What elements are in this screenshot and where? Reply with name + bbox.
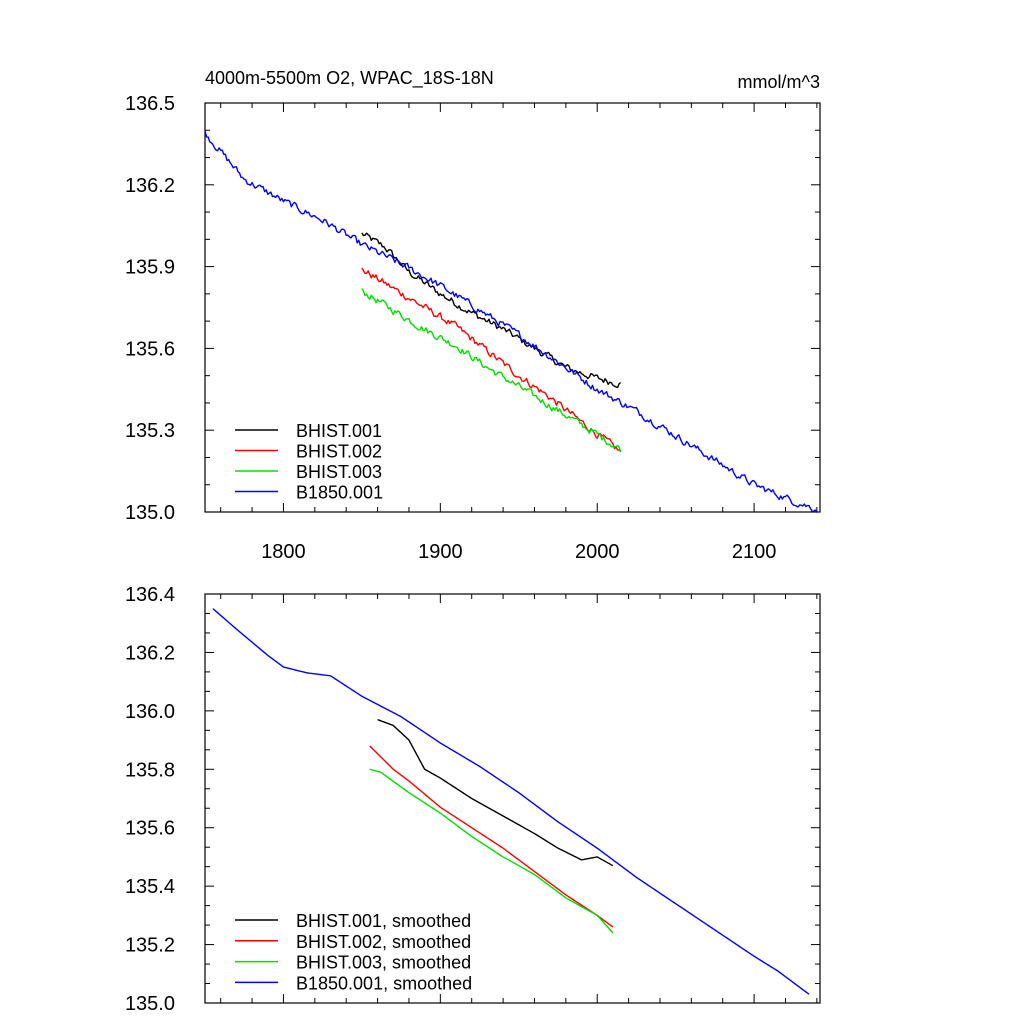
- y-tick-label: 135.2: [125, 935, 175, 957]
- panel-1-x-tick-labels: 1800 1900 2000 2100: [261, 541, 776, 563]
- series-line-b1850-001-smoothed: [212, 608, 810, 995]
- legend-label: BHIST.003: [296, 462, 382, 482]
- series-line-bhist-002-smoothed: [369, 745, 614, 928]
- x-tick-label: 1800: [261, 541, 306, 563]
- series-line-bhist-002: [361, 267, 622, 453]
- x-tick-label: 2100: [732, 541, 777, 563]
- series-line-bhist-001-smoothed: [377, 718, 614, 867]
- y-tick-label: 135.3: [125, 420, 175, 442]
- y-tick-label: 135.0: [125, 993, 175, 1015]
- series-line-bhist-003-smoothed: [369, 768, 614, 934]
- legend-label: BHIST.001, smoothed: [296, 911, 471, 931]
- y-tick-label: 135.0: [125, 502, 175, 524]
- panel-1-plot-frame: [204, 102, 821, 513]
- legend-label: BHIST.003, smoothed: [296, 953, 471, 973]
- y-tick-label: 135.8: [125, 759, 175, 781]
- y-tick-label: 136.0: [125, 701, 175, 723]
- x-tick-label: 2000: [575, 541, 620, 563]
- x-tick-label: 1900: [418, 541, 463, 563]
- y-tick-label: 136.2: [125, 642, 175, 664]
- panel-1-axis-ticks: [205, 102, 820, 513]
- panel-1: 4000m-5500m O2, WPAC_18S-18N mmol/m^3 BH…: [125, 68, 821, 563]
- y-tick-label: 135.9: [125, 257, 175, 279]
- panel-1-title: 4000m-5500m O2, WPAC_18S-18N: [205, 68, 494, 89]
- y-tick-label: 136.4: [125, 584, 175, 606]
- panel-1-y-tick-labels: 135.0 135.3 135.6 135.9 136.2 136.5: [125, 93, 175, 524]
- panel-2-plot-frame: [204, 593, 821, 1004]
- legend-label: BHIST.002, smoothed: [296, 932, 471, 952]
- panel-2-series-group: [212, 608, 810, 995]
- series-line-bhist-001: [361, 232, 622, 389]
- legend-label: BHIST.001: [296, 421, 382, 441]
- legend-label: B1850.001: [296, 483, 383, 503]
- legend-label: BHIST.002: [296, 442, 382, 462]
- series-line-bhist-003: [361, 288, 622, 453]
- y-tick-label: 135.4: [125, 876, 175, 898]
- legend-label: B1850.001, smoothed: [296, 973, 472, 993]
- panel-2-y-tick-labels: 135.0 135.2 135.4 135.6 135.8 136.0 136.2 136.4: [125, 584, 175, 1015]
- panel-1-series-group: [204, 130, 818, 514]
- y-tick-label: 136.5: [125, 93, 175, 115]
- panel-2-axis-ticks: [205, 593, 820, 1004]
- y-tick-label: 135.6: [125, 338, 175, 360]
- series-line-b1850-001: [204, 130, 818, 514]
- panel-1-units: mmol/m^3: [738, 72, 820, 92]
- y-tick-label: 136.2: [125, 175, 175, 197]
- y-tick-label: 135.6: [125, 818, 175, 840]
